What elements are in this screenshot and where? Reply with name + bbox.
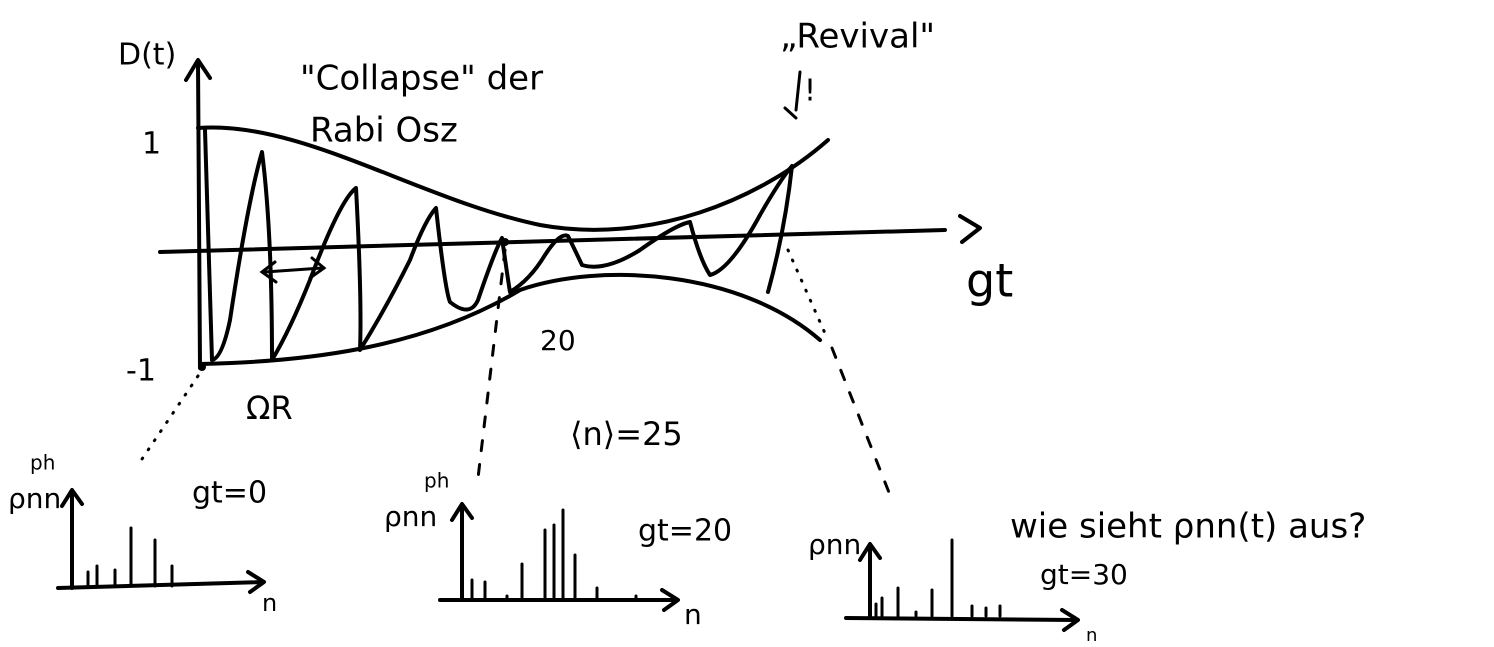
hist-y-superscript: ph <box>30 451 55 475</box>
mean-label: ⟨n⟩=25 <box>570 415 683 453</box>
hist-y-label: ρnn <box>808 528 861 561</box>
dashed-connector <box>832 348 890 495</box>
hist-y-superscript: ph <box>424 469 449 493</box>
upper-envelope <box>198 127 828 229</box>
question: wie sieht ρnn(t) aus? <box>1010 507 1366 547</box>
hist-y-label: ρnn <box>8 482 61 515</box>
hist-bars <box>88 528 172 586</box>
hist-x-label: n <box>262 589 277 617</box>
dotted-connector <box>140 376 198 462</box>
annotation: Rabi Osz <box>310 111 458 151</box>
revival-arrow <box>785 72 800 118</box>
time-label: gt=0 <box>192 476 267 511</box>
y-tick-label: 1 <box>142 127 161 162</box>
hist-y-axis <box>62 490 82 588</box>
dotted-connector <box>788 250 828 340</box>
rabi-label: ΩR <box>246 389 293 427</box>
time-label: gt=30 <box>1040 558 1128 591</box>
page: {"plot": {"y_label": "D(t)", "y_tick_top… <box>0 0 1494 647</box>
point <box>198 363 206 371</box>
x-axis-label: gt <box>966 254 1013 308</box>
sketch: D(t) 1 -1 gt 20 ΩR ⟨n⟩=25 "Collapse" der… <box>0 0 1494 647</box>
hist-bars <box>472 510 636 598</box>
annotation: "Collapse" der <box>300 59 543 99</box>
annotation: „Revival" <box>780 17 935 57</box>
hist-bars <box>876 540 1000 616</box>
point <box>501 238 509 246</box>
hist-y-axis <box>452 504 472 600</box>
x-axis <box>160 216 980 252</box>
x-mark-label: 20 <box>540 324 576 357</box>
hist-x-label: n <box>684 598 702 631</box>
rabi-oscillation <box>205 130 792 360</box>
y-tick-label: -1 <box>126 354 156 389</box>
hist-y-label: ρnn <box>384 500 437 533</box>
annotation: ! <box>804 74 816 109</box>
hist-x-axis <box>440 590 678 610</box>
time-label: gt=20 <box>638 514 732 549</box>
hist-x-label: n <box>1086 625 1097 646</box>
y-axis-label: D(t) <box>118 38 176 73</box>
